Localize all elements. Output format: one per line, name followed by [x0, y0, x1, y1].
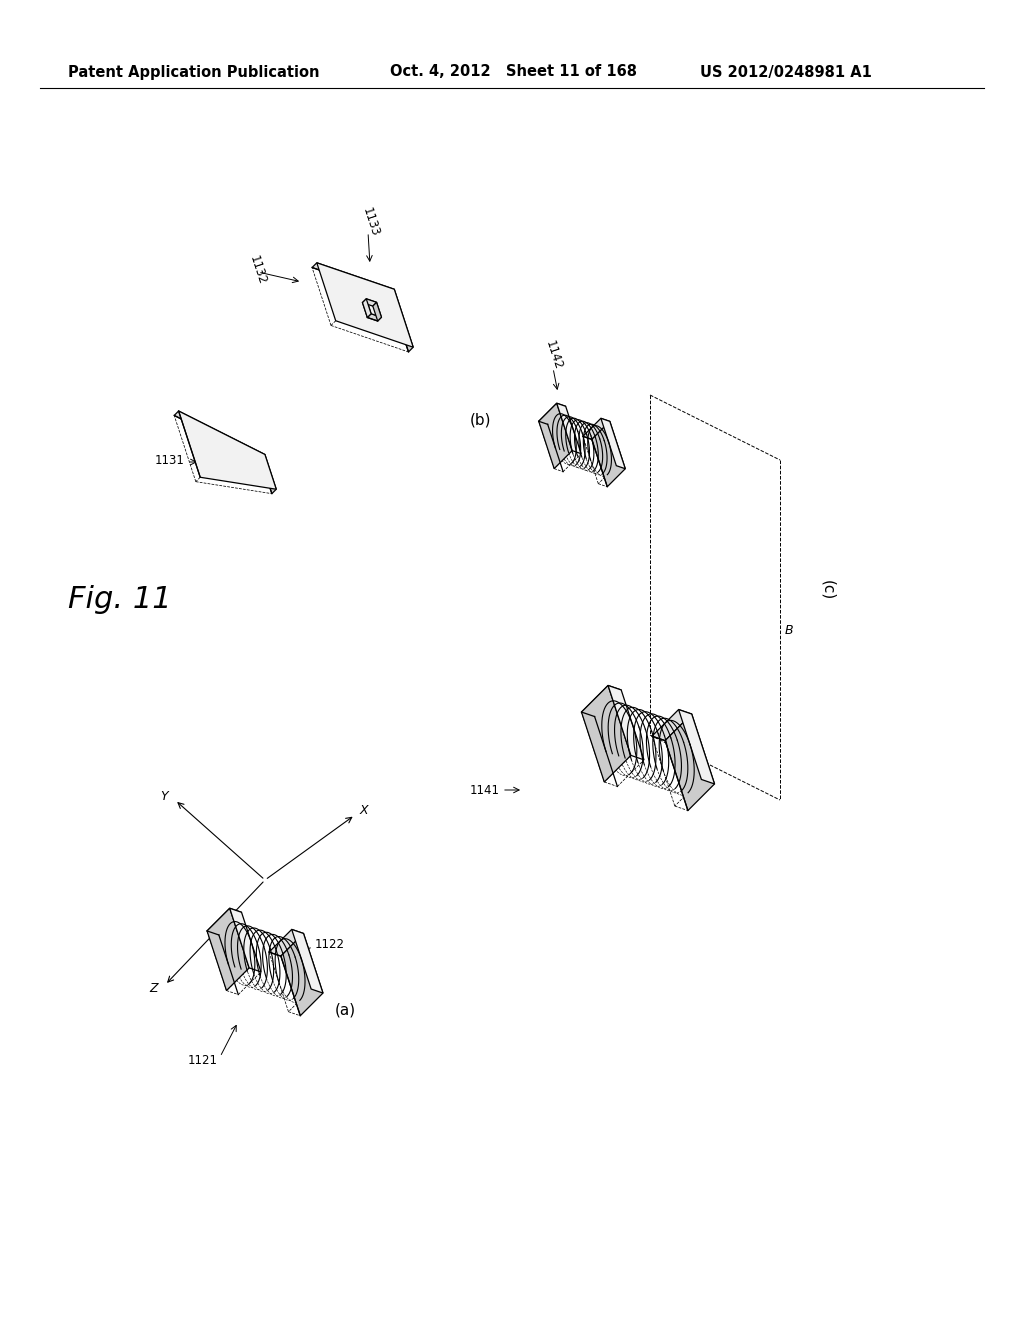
Polygon shape	[582, 685, 631, 781]
Polygon shape	[229, 908, 261, 972]
Polygon shape	[652, 710, 692, 741]
Polygon shape	[174, 411, 265, 459]
Polygon shape	[207, 908, 249, 990]
Polygon shape	[582, 685, 622, 717]
Polygon shape	[362, 298, 377, 306]
Polygon shape	[557, 403, 582, 454]
Text: 1142: 1142	[543, 339, 564, 371]
Polygon shape	[608, 685, 644, 760]
Polygon shape	[592, 421, 626, 487]
Text: 1131: 1131	[155, 454, 185, 466]
Text: 1133: 1133	[360, 206, 382, 238]
Text: Z: Z	[150, 982, 158, 994]
Polygon shape	[362, 298, 371, 318]
Polygon shape	[666, 714, 715, 810]
Text: 1121: 1121	[188, 1053, 218, 1067]
Polygon shape	[539, 403, 572, 469]
Polygon shape	[316, 263, 414, 347]
Text: 1141: 1141	[470, 784, 500, 796]
Polygon shape	[389, 289, 414, 352]
Polygon shape	[368, 314, 382, 321]
Text: (b): (b)	[470, 412, 492, 428]
Polygon shape	[207, 908, 242, 935]
Polygon shape	[539, 403, 565, 424]
Polygon shape	[601, 418, 626, 469]
Text: 1122: 1122	[315, 939, 345, 952]
Polygon shape	[312, 263, 394, 294]
Polygon shape	[583, 418, 610, 440]
Polygon shape	[281, 933, 323, 1016]
Polygon shape	[367, 298, 382, 317]
Polygon shape	[260, 454, 276, 494]
Text: (c): (c)	[820, 579, 835, 601]
Text: Y: Y	[161, 789, 168, 803]
Text: Oct. 4, 2012   Sheet 11 of 168: Oct. 4, 2012 Sheet 11 of 168	[390, 65, 637, 79]
Polygon shape	[373, 302, 382, 321]
Text: Patent Application Publication: Patent Application Publication	[68, 65, 319, 79]
Polygon shape	[292, 929, 323, 993]
Text: 1132: 1132	[247, 253, 268, 286]
Text: B: B	[785, 623, 794, 636]
Polygon shape	[178, 411, 276, 490]
Text: X: X	[360, 804, 369, 817]
Polygon shape	[679, 710, 715, 784]
Text: Fig. 11: Fig. 11	[68, 586, 172, 615]
Text: US 2012/0248981 A1: US 2012/0248981 A1	[700, 65, 871, 79]
Text: (a): (a)	[335, 1002, 356, 1018]
Polygon shape	[269, 929, 303, 956]
